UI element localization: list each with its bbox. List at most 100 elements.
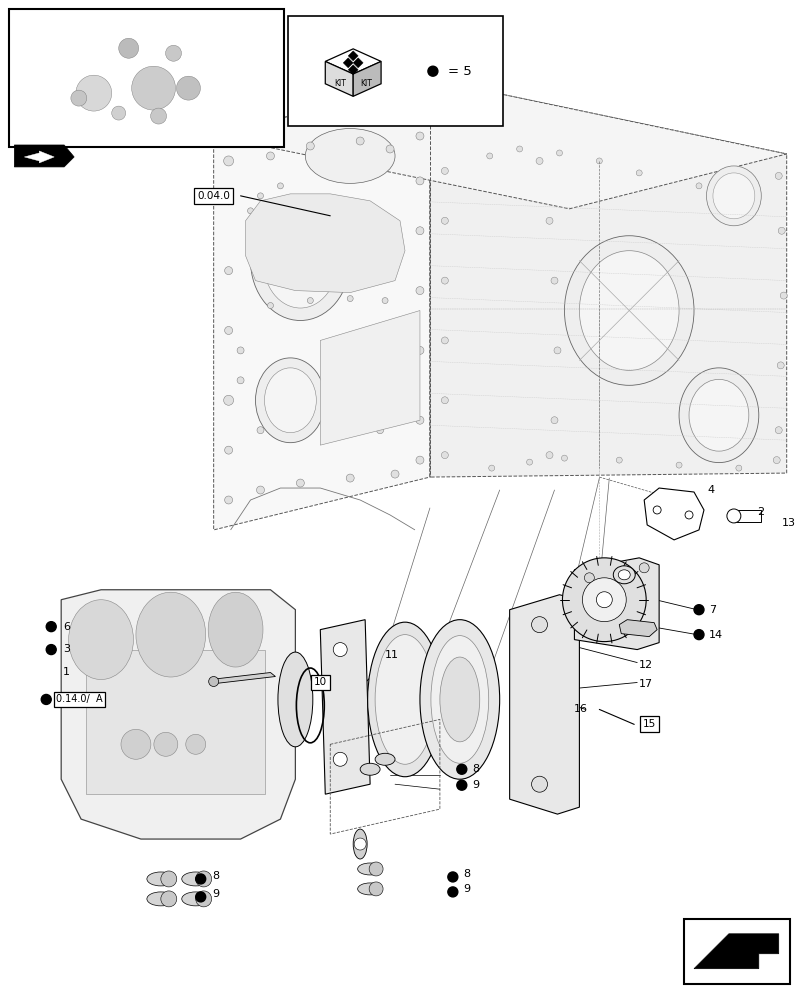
Circle shape bbox=[356, 137, 363, 145]
Polygon shape bbox=[61, 590, 295, 839]
Circle shape bbox=[457, 764, 466, 774]
Bar bbox=[10, 9, 284, 147]
Circle shape bbox=[277, 183, 283, 189]
Ellipse shape bbox=[65, 63, 92, 103]
Circle shape bbox=[776, 362, 783, 369]
Circle shape bbox=[457, 780, 466, 790]
Circle shape bbox=[545, 452, 552, 459]
Circle shape bbox=[347, 296, 353, 302]
Circle shape bbox=[176, 76, 200, 100]
Ellipse shape bbox=[612, 566, 634, 584]
Circle shape bbox=[775, 427, 781, 434]
Circle shape bbox=[46, 622, 56, 632]
Circle shape bbox=[551, 417, 557, 424]
Circle shape bbox=[391, 470, 398, 478]
Circle shape bbox=[595, 158, 602, 164]
Circle shape bbox=[225, 197, 232, 205]
Circle shape bbox=[415, 287, 423, 295]
Circle shape bbox=[772, 457, 779, 464]
Circle shape bbox=[415, 416, 423, 424]
Polygon shape bbox=[619, 620, 656, 637]
Polygon shape bbox=[15, 145, 74, 167]
Circle shape bbox=[385, 145, 393, 153]
Text: 14: 14 bbox=[708, 630, 722, 640]
Circle shape bbox=[369, 862, 383, 876]
Circle shape bbox=[153, 732, 178, 756]
Circle shape bbox=[267, 303, 273, 309]
Ellipse shape bbox=[305, 129, 394, 183]
Circle shape bbox=[581, 578, 625, 622]
Text: 4: 4 bbox=[706, 485, 713, 495]
Text: 1: 1 bbox=[63, 667, 70, 677]
Circle shape bbox=[41, 694, 51, 704]
Circle shape bbox=[256, 486, 264, 494]
Ellipse shape bbox=[617, 570, 629, 580]
Circle shape bbox=[684, 511, 692, 519]
Text: 11: 11 bbox=[384, 650, 398, 660]
Polygon shape bbox=[353, 61, 380, 96]
Circle shape bbox=[208, 677, 218, 686]
Polygon shape bbox=[693, 934, 778, 969]
Circle shape bbox=[676, 462, 681, 468]
Text: KIT: KIT bbox=[359, 79, 371, 88]
Circle shape bbox=[237, 377, 244, 384]
Circle shape bbox=[777, 227, 784, 234]
Circle shape bbox=[223, 156, 234, 166]
Ellipse shape bbox=[360, 763, 380, 775]
Polygon shape bbox=[213, 79, 429, 530]
Circle shape bbox=[266, 152, 274, 160]
Circle shape bbox=[441, 452, 448, 459]
Circle shape bbox=[386, 372, 393, 379]
Ellipse shape bbox=[182, 872, 209, 886]
Circle shape bbox=[75, 75, 112, 111]
Polygon shape bbox=[643, 488, 703, 540]
Circle shape bbox=[553, 347, 560, 354]
Text: 9: 9 bbox=[462, 884, 470, 894]
Ellipse shape bbox=[419, 620, 499, 779]
Circle shape bbox=[354, 838, 366, 850]
Ellipse shape bbox=[277, 652, 312, 747]
Circle shape bbox=[186, 734, 205, 754]
Circle shape bbox=[333, 643, 347, 657]
Circle shape bbox=[441, 217, 448, 224]
Ellipse shape bbox=[357, 863, 382, 875]
Ellipse shape bbox=[263, 213, 337, 308]
Circle shape bbox=[121, 729, 151, 759]
Circle shape bbox=[616, 457, 621, 463]
Ellipse shape bbox=[689, 379, 748, 451]
Circle shape bbox=[161, 891, 177, 907]
Polygon shape bbox=[348, 65, 358, 75]
Circle shape bbox=[775, 172, 781, 179]
Circle shape bbox=[545, 217, 552, 224]
Ellipse shape bbox=[69, 600, 133, 680]
Circle shape bbox=[165, 45, 182, 61]
Circle shape bbox=[638, 563, 648, 573]
Polygon shape bbox=[49, 23, 213, 133]
Polygon shape bbox=[573, 558, 659, 650]
Circle shape bbox=[726, 509, 740, 523]
Circle shape bbox=[382, 298, 388, 304]
Polygon shape bbox=[213, 79, 786, 209]
Circle shape bbox=[562, 558, 646, 642]
Ellipse shape bbox=[81, 31, 116, 86]
Ellipse shape bbox=[431, 636, 488, 763]
Circle shape bbox=[556, 150, 562, 156]
Circle shape bbox=[237, 347, 244, 354]
Circle shape bbox=[693, 605, 703, 615]
Ellipse shape bbox=[375, 635, 435, 764]
Ellipse shape bbox=[182, 892, 209, 906]
Ellipse shape bbox=[106, 38, 161, 108]
Circle shape bbox=[247, 208, 253, 214]
Circle shape bbox=[150, 108, 166, 124]
Ellipse shape bbox=[440, 657, 479, 742]
Circle shape bbox=[516, 146, 522, 152]
Ellipse shape bbox=[111, 83, 136, 113]
Circle shape bbox=[225, 496, 232, 504]
Circle shape bbox=[441, 337, 448, 344]
Circle shape bbox=[415, 346, 423, 354]
Text: 16: 16 bbox=[573, 704, 586, 714]
Text: 6: 6 bbox=[63, 622, 70, 632]
Polygon shape bbox=[320, 311, 419, 445]
Circle shape bbox=[693, 630, 703, 640]
Text: 10: 10 bbox=[313, 677, 327, 687]
